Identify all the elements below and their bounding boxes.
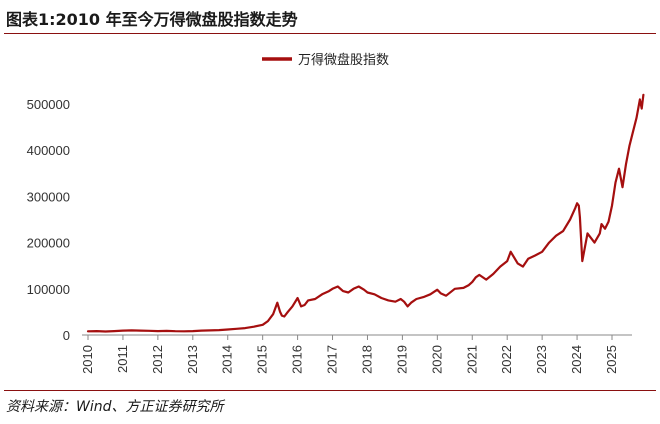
line-chart: 万得微盘股指数 0100000200000300000400000500000 … xyxy=(27,52,645,374)
x-tick-label: 2015 xyxy=(255,345,270,374)
x-tick-label: 2022 xyxy=(499,345,514,374)
y-tick-label: 0 xyxy=(63,328,70,343)
y-tick-label: 100000 xyxy=(27,282,70,297)
x-tick-label: 2010 xyxy=(80,345,95,374)
plot-area xyxy=(86,93,645,333)
legend-label: 万得微盘股指数 xyxy=(298,52,389,68)
x-tick-label: 2013 xyxy=(185,345,200,374)
x-tick-label: 2014 xyxy=(220,345,235,374)
x-axis: 2010 2011 2012 2013 2014 2015 2016 2017 2018 2019… xyxy=(80,334,632,374)
x-tick-label: 2011 xyxy=(115,345,130,373)
x-tick-label: 2025 xyxy=(604,345,619,374)
x-tick-label: 2016 xyxy=(290,345,305,374)
x-tick-label: 2021 xyxy=(464,345,479,374)
source-rule xyxy=(4,390,656,391)
x-tick-label: 2019 xyxy=(394,345,409,374)
source-note: 资料来源：Wind、方正证券研究所 xyxy=(6,399,224,415)
x-tick-label: 2018 xyxy=(359,345,374,374)
x-tick-label: 2017 xyxy=(325,345,340,374)
figure-title: 图表1:2010 年至今万得微盘股指数走势 xyxy=(6,10,298,29)
x-tick-label: 2012 xyxy=(150,345,165,374)
series-line-0 xyxy=(86,93,645,333)
x-tick-label: 2023 xyxy=(534,345,549,374)
legend: 万得微盘股指数 xyxy=(262,52,389,68)
y-tick-label: 200000 xyxy=(27,236,70,251)
x-tick-label: 2020 xyxy=(429,345,444,374)
x-tick-label: 2024 xyxy=(569,345,584,374)
title-bar: 图表1:2010 年至今万得微盘股指数走势 xyxy=(0,0,660,34)
y-tick-label: 500000 xyxy=(27,97,70,112)
title-rule xyxy=(4,33,656,34)
y-axis: 0 100000 200000 300000 400000 500000 xyxy=(27,97,70,343)
y-tick-label: 300000 xyxy=(27,189,70,204)
y-tick-label: 400000 xyxy=(27,143,70,158)
